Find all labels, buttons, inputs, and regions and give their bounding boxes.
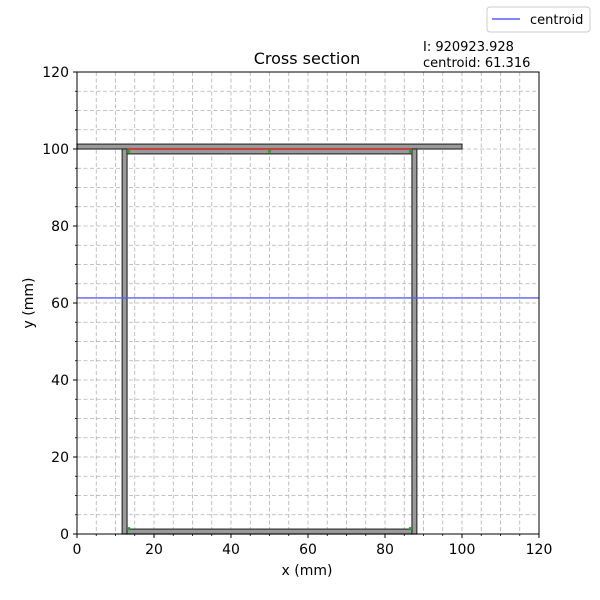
section-member bbox=[126, 528, 413, 535]
y-tick-label: 40 bbox=[51, 373, 69, 389]
y-axis-label: y (mm) bbox=[21, 278, 37, 329]
chart-title: Cross section bbox=[254, 49, 361, 68]
x-tick-label: 60 bbox=[299, 542, 317, 558]
y-tick-label: 120 bbox=[42, 65, 69, 81]
glue-point bbox=[408, 149, 412, 153]
legend-box bbox=[486, 6, 591, 33]
y-tick-label: 0 bbox=[60, 527, 69, 543]
legend-centroid-label: centroid bbox=[530, 13, 583, 28]
x-tick-label: 20 bbox=[145, 542, 163, 558]
moment-of-inertia-text: I: 920923.928 bbox=[423, 40, 514, 55]
x-tick-label: 100 bbox=[449, 542, 476, 558]
x-tick-label: 40 bbox=[222, 542, 240, 558]
centroid-value-text: centroid: 61.316 bbox=[423, 56, 530, 71]
section-marks bbox=[127, 148, 412, 531]
y-tick-label: 20 bbox=[51, 450, 69, 466]
y-tick-label: 80 bbox=[51, 219, 69, 235]
glue-point bbox=[268, 149, 271, 153]
legend: centroid bbox=[486, 6, 591, 33]
glue-point bbox=[127, 527, 131, 531]
x-tick-label: 120 bbox=[526, 542, 553, 558]
y-tick-label: 100 bbox=[42, 142, 69, 158]
section-member bbox=[121, 148, 128, 535]
glue-point bbox=[408, 527, 412, 531]
grid bbox=[76, 71, 540, 535]
x-tick-label: 0 bbox=[73, 542, 82, 558]
x-tick-label: 80 bbox=[376, 542, 394, 558]
section-member bbox=[411, 148, 418, 535]
y-tick-label: 60 bbox=[51, 296, 69, 312]
glue-point bbox=[127, 149, 131, 153]
axis-ticks: 0 20 40 60 80 100 120 0 20 40 60 80 100 120 bbox=[42, 65, 552, 558]
x-axis-label: x (mm) bbox=[282, 563, 333, 579]
